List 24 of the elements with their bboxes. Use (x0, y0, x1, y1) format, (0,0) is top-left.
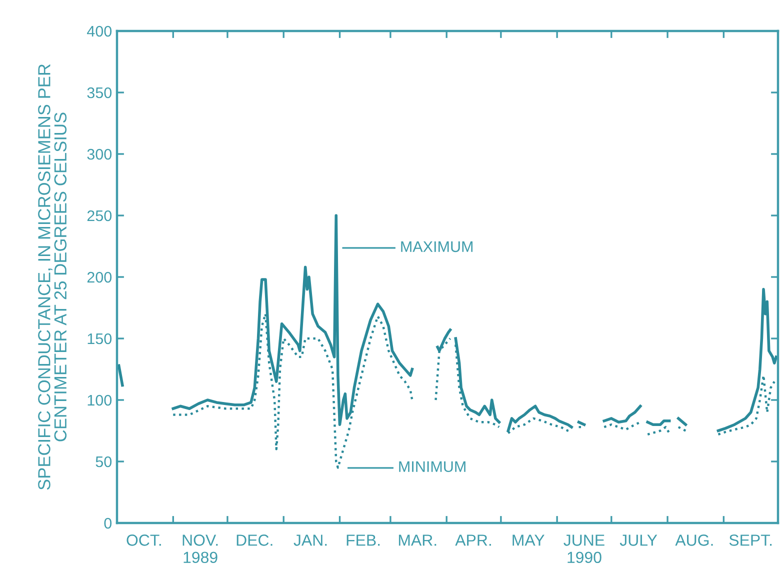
annotation: MINIMUM (399, 461, 466, 472)
annotation: MAXIMUM (401, 241, 472, 252)
y-tick-label: 0 (104, 518, 112, 529)
x-tick-label: SEPT. (729, 534, 772, 546)
y-tick-label: 100 (88, 394, 112, 406)
x-tick-label: MAR. (398, 534, 436, 546)
y-tick-label: 250 (87, 210, 112, 222)
y-tick-label: 50 (96, 456, 112, 468)
y-axis-title: SPECIFIC CONDUCTANCE, IN MICROSIEMENS PER CENTIMETER AT 25 DEGREES CELSIUS (38, 64, 67, 490)
x-tick-label: NOV. 1989 (182, 534, 218, 564)
y-tick-label: 150 (88, 333, 112, 344)
y-tick-label: 300 (87, 148, 112, 160)
x-tick-label: AUG. (675, 534, 713, 546)
x-tick-label: MAY (512, 534, 544, 546)
x-tick-label: OCT. (126, 534, 161, 546)
x-tick-label: JUNE 1990 (564, 534, 604, 564)
x-tick-label: DEC. (236, 534, 272, 546)
x-tick-label: APR. (455, 534, 491, 546)
x-tick-label: FEB. (346, 534, 380, 546)
y-tick-label: 400 (87, 26, 112, 37)
x-tick-label: JULY (620, 534, 658, 546)
x-tick-label: JAN. (294, 534, 327, 546)
y-tick-label: 200 (87, 272, 112, 283)
y-tick-label: 350 (87, 87, 112, 98)
